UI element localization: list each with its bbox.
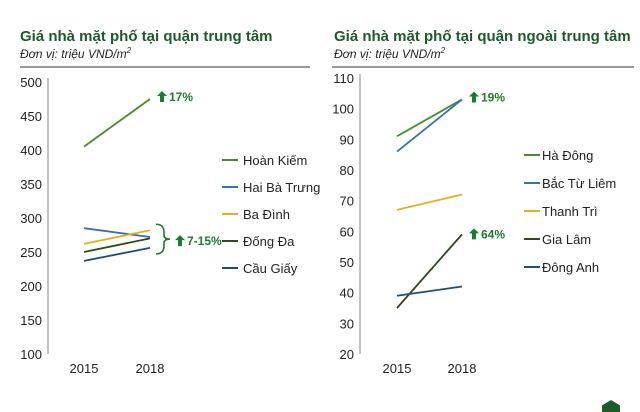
left-y-tick-label: 400: [20, 143, 42, 158]
right-y-tick-label: 90: [340, 132, 354, 147]
right-legend-label: Bắc Từ Liêm: [542, 176, 616, 191]
right-up-arrow-icon: [469, 228, 479, 240]
right-series-line: [396, 285, 463, 297]
right-unit-text: Đơn vị: triệu VND/m: [334, 47, 441, 61]
left-series-line: [83, 227, 151, 238]
left-chart-title: Giá nhà mặt phố tại quận trung tâm: [20, 28, 273, 45]
left-x-tick-label: 2018: [136, 361, 165, 376]
left-series-line: [83, 237, 151, 253]
right-x-tick-label: 2015: [383, 361, 412, 376]
left-y-tick-label: 100: [20, 347, 42, 362]
right-y-tick-label: 80: [340, 163, 354, 178]
right-series-line: [396, 193, 463, 211]
left-up-arrow-icon: [175, 235, 185, 247]
left-annotation-label: 17%: [169, 90, 193, 104]
right-annotation-label: 19%: [481, 90, 505, 104]
right-y-tick-label: 100: [332, 102, 354, 117]
left-legend-label: Cầu Giấy: [243, 261, 298, 276]
left-annotation-label: 7-15%: [187, 234, 222, 248]
left-legend-label: Đống Đa: [243, 234, 295, 249]
right-title-divider: [332, 66, 634, 68]
right-y-tick-label: 30: [340, 316, 354, 331]
right-annotation-label: 64%: [481, 227, 505, 241]
left-unit-superscript: 2: [126, 46, 132, 55]
left-y-tick-label: 150: [20, 313, 42, 328]
right-y-tick-label: 70: [340, 194, 354, 209]
right-y-tick-label: 110: [333, 71, 354, 86]
left-y-tick-label: 500: [20, 75, 42, 90]
left-series-line: [83, 247, 151, 262]
right-x-tick-label: 2018: [448, 361, 477, 376]
right-y-tick-label: 60: [340, 224, 354, 239]
left-x-tick-label: 2015: [70, 361, 99, 376]
left-unit-text: Đơn vị: triệu VND/m: [20, 47, 127, 61]
left-chart-subtitle: Đơn vị: triệu VND/m2: [20, 46, 131, 61]
right-chart-panel: Giá nhà mặt phố tại quận ngoài trung tâm…: [320, 0, 640, 412]
right-legend-label: Thanh Trì: [542, 204, 598, 219]
left-legend-label: Hai Bà Trưng: [243, 180, 320, 195]
right-up-arrow-icon: [469, 91, 479, 103]
right-y-tick-label: 50: [340, 255, 354, 270]
left-group-brace: [155, 223, 171, 255]
right-chart-title: Giá nhà mặt phố tại quận ngoài trung tâm: [334, 28, 631, 45]
right-series-line: [396, 98, 463, 138]
left-y-tick-label: 450: [20, 109, 42, 124]
left-up-arrow-icon: [157, 91, 167, 102]
left-legend-label: Ba Đình: [243, 207, 290, 222]
right-unit-superscript: 2: [440, 46, 446, 55]
right-legend-label: Gia Lâm: [542, 232, 591, 247]
right-series-line: [396, 233, 463, 309]
right-y-tick-label: 20: [340, 347, 354, 362]
corner-logo-mark: [602, 400, 620, 412]
right-legend-label: Hà Đông: [542, 148, 593, 163]
left-y-tick-label: 200: [20, 279, 42, 294]
left-series-line: [83, 98, 151, 148]
left-chart-panel: Giá nhà mặt phố tại quận trung tâm Đơn v…: [20, 28, 320, 376]
left-line-chart: 500 450 400 350 300 250 200 150 100 2015 2018 Hoàn …: [20, 75, 320, 376]
right-line-chart: 110 100 90 80 70 60 50 40 30 20 2015 2018 Hà Đông Bắc…: [332, 71, 616, 376]
right-y-tick-label: 40: [340, 286, 354, 301]
right-series-line: [396, 98, 463, 153]
right-chart-subtitle: Đơn vị: triệu VND/m2: [334, 46, 445, 61]
right-legend-label: Đông Anh: [542, 260, 599, 275]
left-series-line: [83, 229, 151, 245]
left-y-tick-label: 350: [20, 177, 42, 192]
left-legend-label: Hoàn Kiếm: [243, 153, 307, 168]
left-y-tick-label: 250: [20, 245, 42, 260]
left-title-divider: [20, 66, 310, 68]
left-y-tick-label: 300: [20, 211, 42, 226]
